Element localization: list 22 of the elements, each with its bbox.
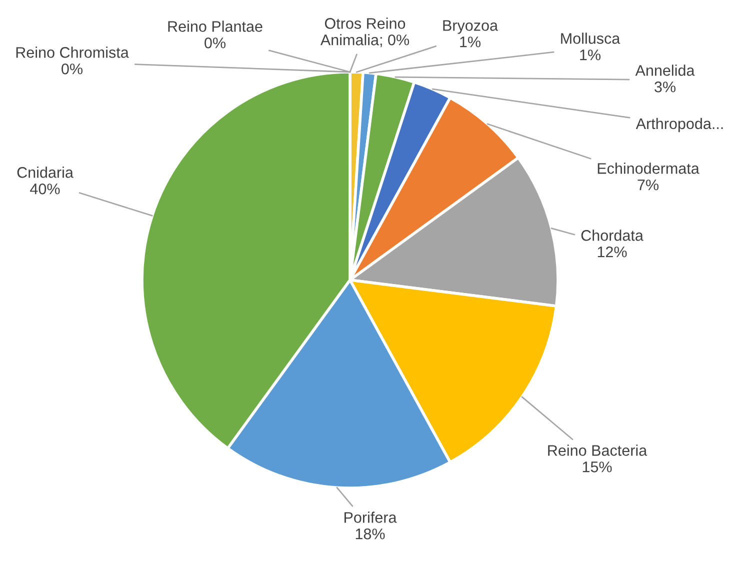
slice-label: Cnidaria bbox=[17, 166, 74, 178]
slice-label: Arthropoda... bbox=[636, 118, 723, 132]
slice-label: Porifera bbox=[344, 512, 397, 523]
data-label: 15% bbox=[582, 462, 612, 472]
category-label: Otros Reino Animalia; 0% bbox=[320, 18, 410, 48]
slice-label: Mollusca bbox=[561, 32, 620, 44]
data-label: 18% bbox=[356, 528, 385, 540]
data-label: 3% bbox=[654, 82, 676, 92]
slice-label: Reino Bacteria bbox=[548, 444, 648, 456]
data-label: 12% bbox=[598, 246, 627, 258]
slice-label: Echinodermata bbox=[598, 162, 700, 174]
data-label: 1% bbox=[580, 50, 600, 60]
data-label: 1% bbox=[460, 36, 480, 48]
category-label: Reino Plantae bbox=[168, 20, 262, 32]
data-label: 7% bbox=[638, 180, 658, 190]
slice-label: Annelida bbox=[635, 64, 695, 76]
text: 0% bbox=[204, 38, 226, 48]
category-label: Reino Chromista bbox=[16, 46, 129, 58]
data-label: 40% bbox=[30, 184, 60, 194]
slice-label: Chordata bbox=[581, 230, 644, 241]
text: 0% bbox=[62, 64, 82, 74]
slice-label: Bryozoa bbox=[443, 20, 498, 34]
